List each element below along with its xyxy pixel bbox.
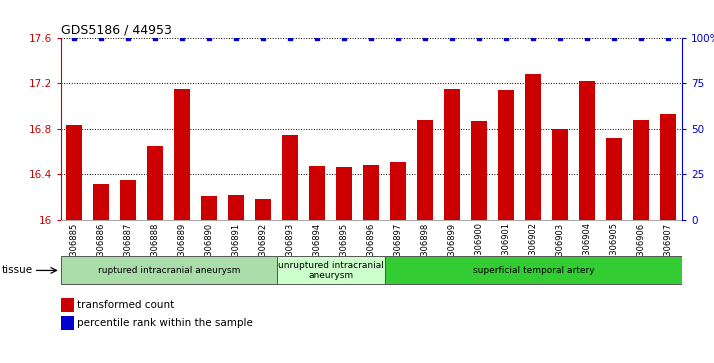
Text: transformed count: transformed count <box>77 300 174 310</box>
Text: tissue: tissue <box>1 265 33 276</box>
Bar <box>277 257 385 284</box>
Bar <box>417 120 433 220</box>
Bar <box>336 167 353 220</box>
Bar <box>120 180 136 220</box>
Bar <box>282 135 298 220</box>
Bar <box>309 166 326 220</box>
Bar <box>147 146 164 220</box>
Bar <box>201 196 217 220</box>
Bar <box>61 257 277 284</box>
Text: ruptured intracranial aneurysm: ruptured intracranial aneurysm <box>98 266 240 275</box>
Bar <box>633 120 650 220</box>
Bar <box>228 195 244 220</box>
Bar <box>579 81 595 220</box>
Bar <box>660 114 676 220</box>
Bar <box>174 89 191 220</box>
Bar <box>385 257 682 284</box>
Text: unruptured intracranial
aneurysm: unruptured intracranial aneurysm <box>278 261 383 280</box>
Bar <box>363 165 379 220</box>
Bar <box>255 199 271 220</box>
Text: percentile rank within the sample: percentile rank within the sample <box>77 318 253 328</box>
Bar <box>444 89 461 220</box>
Bar <box>606 138 623 220</box>
Bar <box>498 90 514 220</box>
Bar <box>471 121 488 220</box>
Bar <box>390 162 406 220</box>
Bar <box>526 74 541 220</box>
Text: superficial temporal artery: superficial temporal artery <box>473 266 594 275</box>
Text: GDS5186 / 44953: GDS5186 / 44953 <box>61 24 171 37</box>
Bar <box>93 184 109 220</box>
Bar <box>552 129 568 220</box>
Bar <box>66 126 82 220</box>
